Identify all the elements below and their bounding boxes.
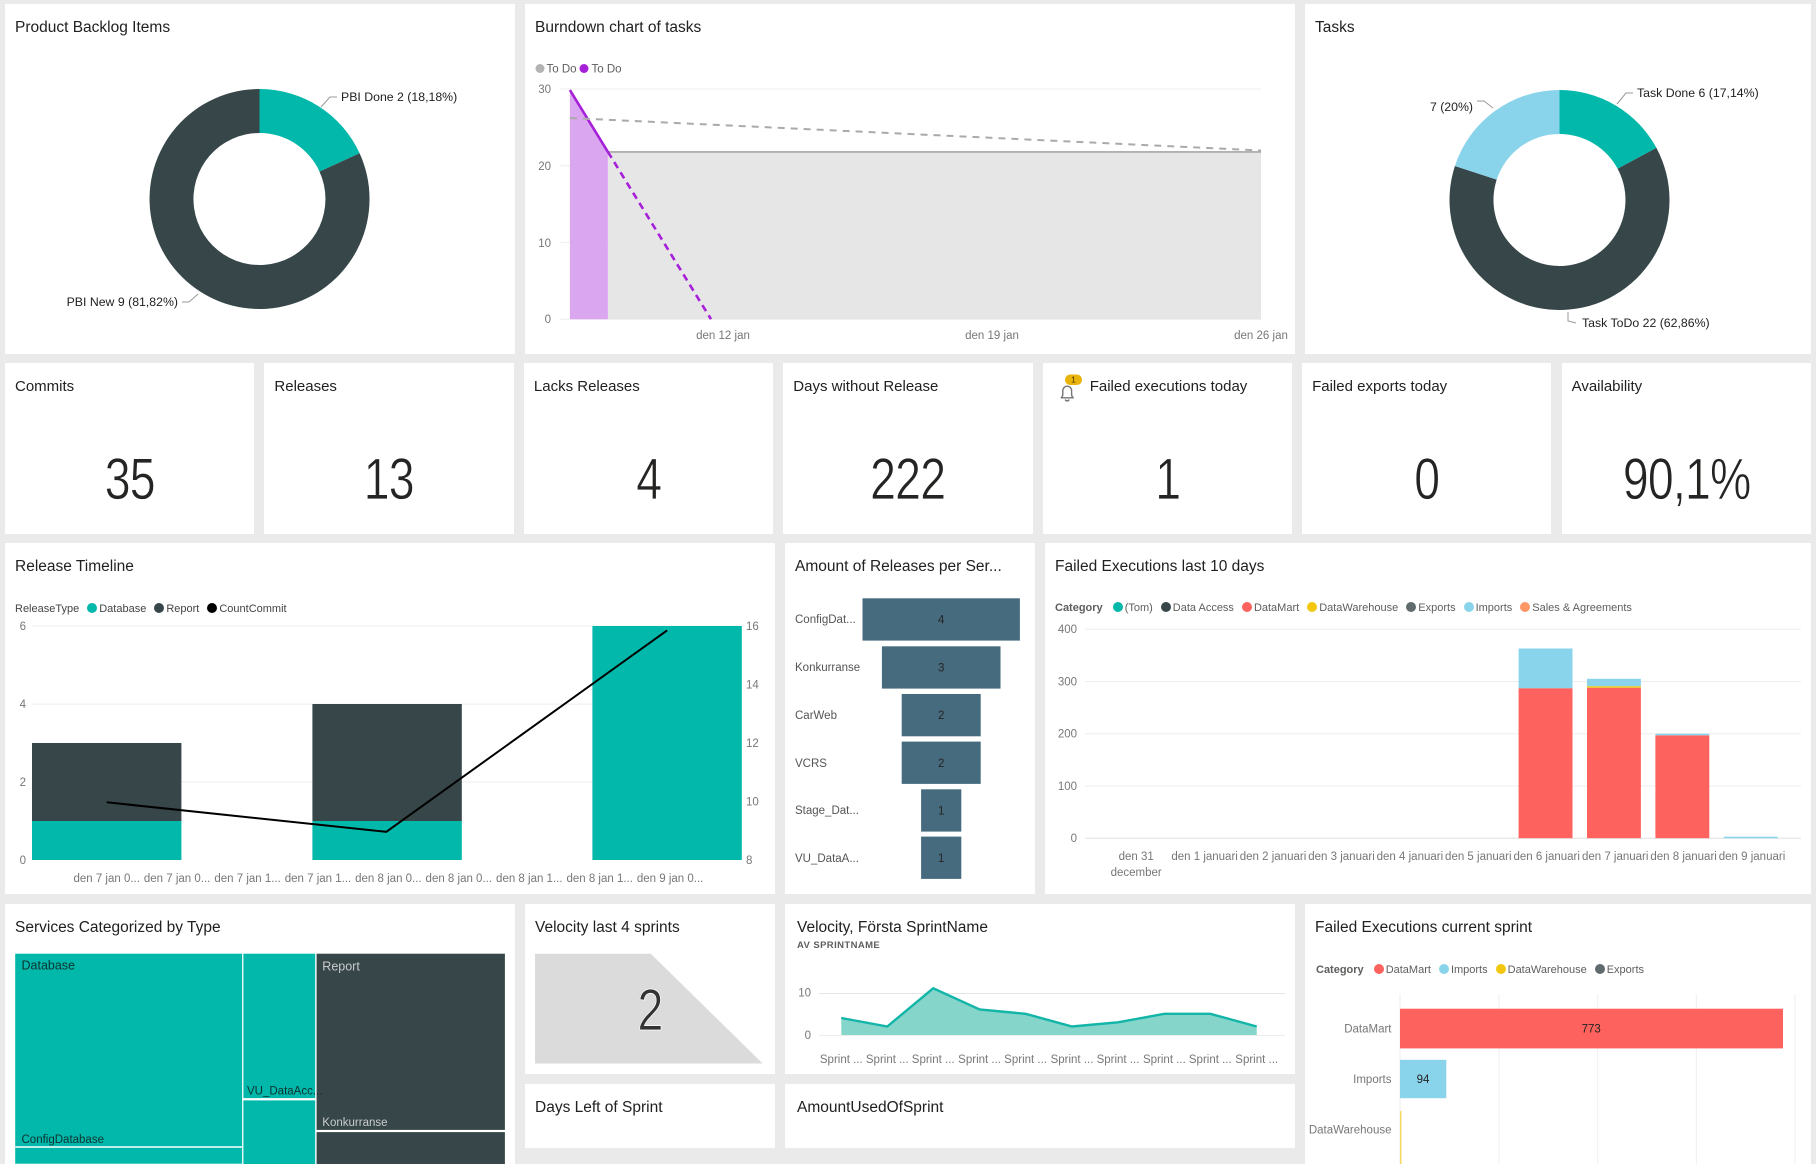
svg-text:Sprint ...: Sprint ... [1051, 1054, 1094, 1066]
svg-text:den 12 jan: den 12 jan [696, 330, 750, 342]
svg-text:Konkurranse: Konkurranse [795, 662, 860, 674]
svg-text:Report: Report [322, 960, 360, 974]
svg-text:VU_DataAcc...: VU_DataAcc... [247, 1085, 322, 1097]
svg-text:773: 773 [1582, 1024, 1601, 1036]
svg-text:1: 1 [1071, 375, 1076, 385]
svg-text:10: 10 [538, 238, 551, 250]
svg-text:ConfigDatabase: ConfigDatabase [22, 1134, 104, 1146]
svg-text:7 (20%): 7 (20%) [1430, 100, 1473, 114]
svg-text:den 8 jan 0...: den 8 jan 0... [426, 873, 493, 885]
svg-text:Konkurranse: Konkurranse [322, 1117, 387, 1129]
svg-text:den 9 januari: den 9 januari [1719, 851, 1786, 863]
svg-text:den 5 januari: den 5 januari [1445, 851, 1512, 863]
svg-text:PBI New 9 (81,82%): PBI New 9 (81,82%) [67, 295, 178, 309]
svg-text:3: 3 [938, 663, 944, 675]
svg-text:Sprint ...: Sprint ... [912, 1054, 955, 1066]
svg-text:CarWeb: CarWeb [795, 710, 837, 722]
svg-text:Sprint ...: Sprint ... [958, 1054, 1001, 1066]
svg-text:0: 0 [545, 314, 551, 326]
svg-text:400: 400 [1058, 624, 1077, 636]
svg-text:4: 4 [20, 699, 27, 711]
svg-text:den 26 jan: den 26 jan [1234, 330, 1288, 342]
svg-text:PBI Done 2 (18,18%): PBI Done 2 (18,18%) [341, 90, 457, 104]
svg-text:december: december [1111, 867, 1162, 879]
svg-text:20: 20 [538, 161, 551, 173]
svg-text:Sprint ...: Sprint ... [1004, 1054, 1047, 1066]
svg-text:0: 0 [805, 1030, 811, 1042]
svg-text:Sprint ...: Sprint ... [866, 1054, 909, 1066]
svg-text:VCRS: VCRS [795, 758, 827, 770]
svg-text:den 8 jan 1...: den 8 jan 1... [566, 873, 633, 885]
svg-text:100: 100 [1058, 781, 1077, 793]
svg-text:8: 8 [746, 855, 752, 867]
svg-text:den 7 jan 1...: den 7 jan 1... [285, 873, 352, 885]
svg-text:Sprint ...: Sprint ... [1097, 1054, 1140, 1066]
svg-text:Sprint ...: Sprint ... [1143, 1054, 1186, 1066]
svg-text:Sprint ...: Sprint ... [1235, 1054, 1278, 1066]
svg-text:den 7 januari: den 7 januari [1582, 851, 1649, 863]
svg-text:DataMart: DataMart [1344, 1024, 1392, 1036]
svg-text:12: 12 [746, 738, 759, 750]
svg-text:Sprint ...: Sprint ... [820, 1054, 863, 1066]
svg-text:1: 1 [938, 806, 944, 818]
svg-text:den 31: den 31 [1119, 851, 1154, 863]
svg-text:Task ToDo 22 (62,86%): Task ToDo 22 (62,86%) [1582, 316, 1710, 330]
svg-text:Imports: Imports [1353, 1074, 1392, 1086]
svg-text:6: 6 [20, 621, 26, 633]
svg-text:200: 200 [1058, 729, 1077, 741]
svg-text:To Do: To Do [592, 64, 622, 76]
svg-text:den 2 januari: den 2 januari [1240, 851, 1307, 863]
svg-text:30: 30 [538, 84, 551, 96]
svg-text:den 1 januari: den 1 januari [1171, 851, 1238, 863]
svg-text:den 7 jan 1...: den 7 jan 1... [214, 873, 281, 885]
svg-text:den 4 januari: den 4 januari [1377, 851, 1444, 863]
svg-text:VU_DataA...: VU_DataA... [795, 853, 859, 865]
svg-text:den 8 jan 1...: den 8 jan 1... [496, 873, 563, 885]
svg-text:10: 10 [746, 797, 759, 809]
svg-text:den 19 jan: den 19 jan [965, 330, 1019, 342]
svg-text:2: 2 [20, 777, 26, 789]
svg-text:den 7 jan 0...: den 7 jan 0... [73, 873, 140, 885]
svg-text:16: 16 [746, 621, 759, 633]
svg-text:den 8 jan 0...: den 8 jan 0... [355, 873, 422, 885]
svg-text:ConfigDat...: ConfigDat... [795, 614, 856, 626]
svg-text:Stage_Dat...: Stage_Dat... [795, 805, 859, 817]
svg-text:Task Done 6 (17,14%): Task Done 6 (17,14%) [1637, 86, 1759, 100]
svg-text:den 8 januari: den 8 januari [1650, 851, 1717, 863]
svg-text:den 3 januari: den 3 januari [1308, 851, 1375, 863]
svg-text:300: 300 [1058, 677, 1077, 689]
svg-text:14: 14 [746, 680, 759, 692]
svg-text:DataWarehouse: DataWarehouse [1309, 1124, 1392, 1136]
svg-text:1: 1 [938, 853, 944, 865]
svg-text:2: 2 [938, 758, 944, 770]
svg-text:den 7 jan 0...: den 7 jan 0... [144, 873, 211, 885]
svg-text:2: 2 [938, 710, 944, 722]
svg-text:Sprint ...: Sprint ... [1189, 1054, 1232, 1066]
svg-text:4: 4 [938, 615, 945, 627]
svg-text:den 9 jan 0...: den 9 jan 0... [637, 873, 704, 885]
svg-text:10: 10 [798, 988, 811, 1000]
svg-text:0: 0 [20, 855, 26, 867]
svg-text:0: 0 [1071, 833, 1077, 845]
svg-text:den 6 januari: den 6 januari [1513, 851, 1580, 863]
svg-text:Database: Database [22, 959, 76, 973]
svg-text:94: 94 [1417, 1074, 1430, 1086]
svg-text:To Do: To Do [547, 64, 577, 76]
